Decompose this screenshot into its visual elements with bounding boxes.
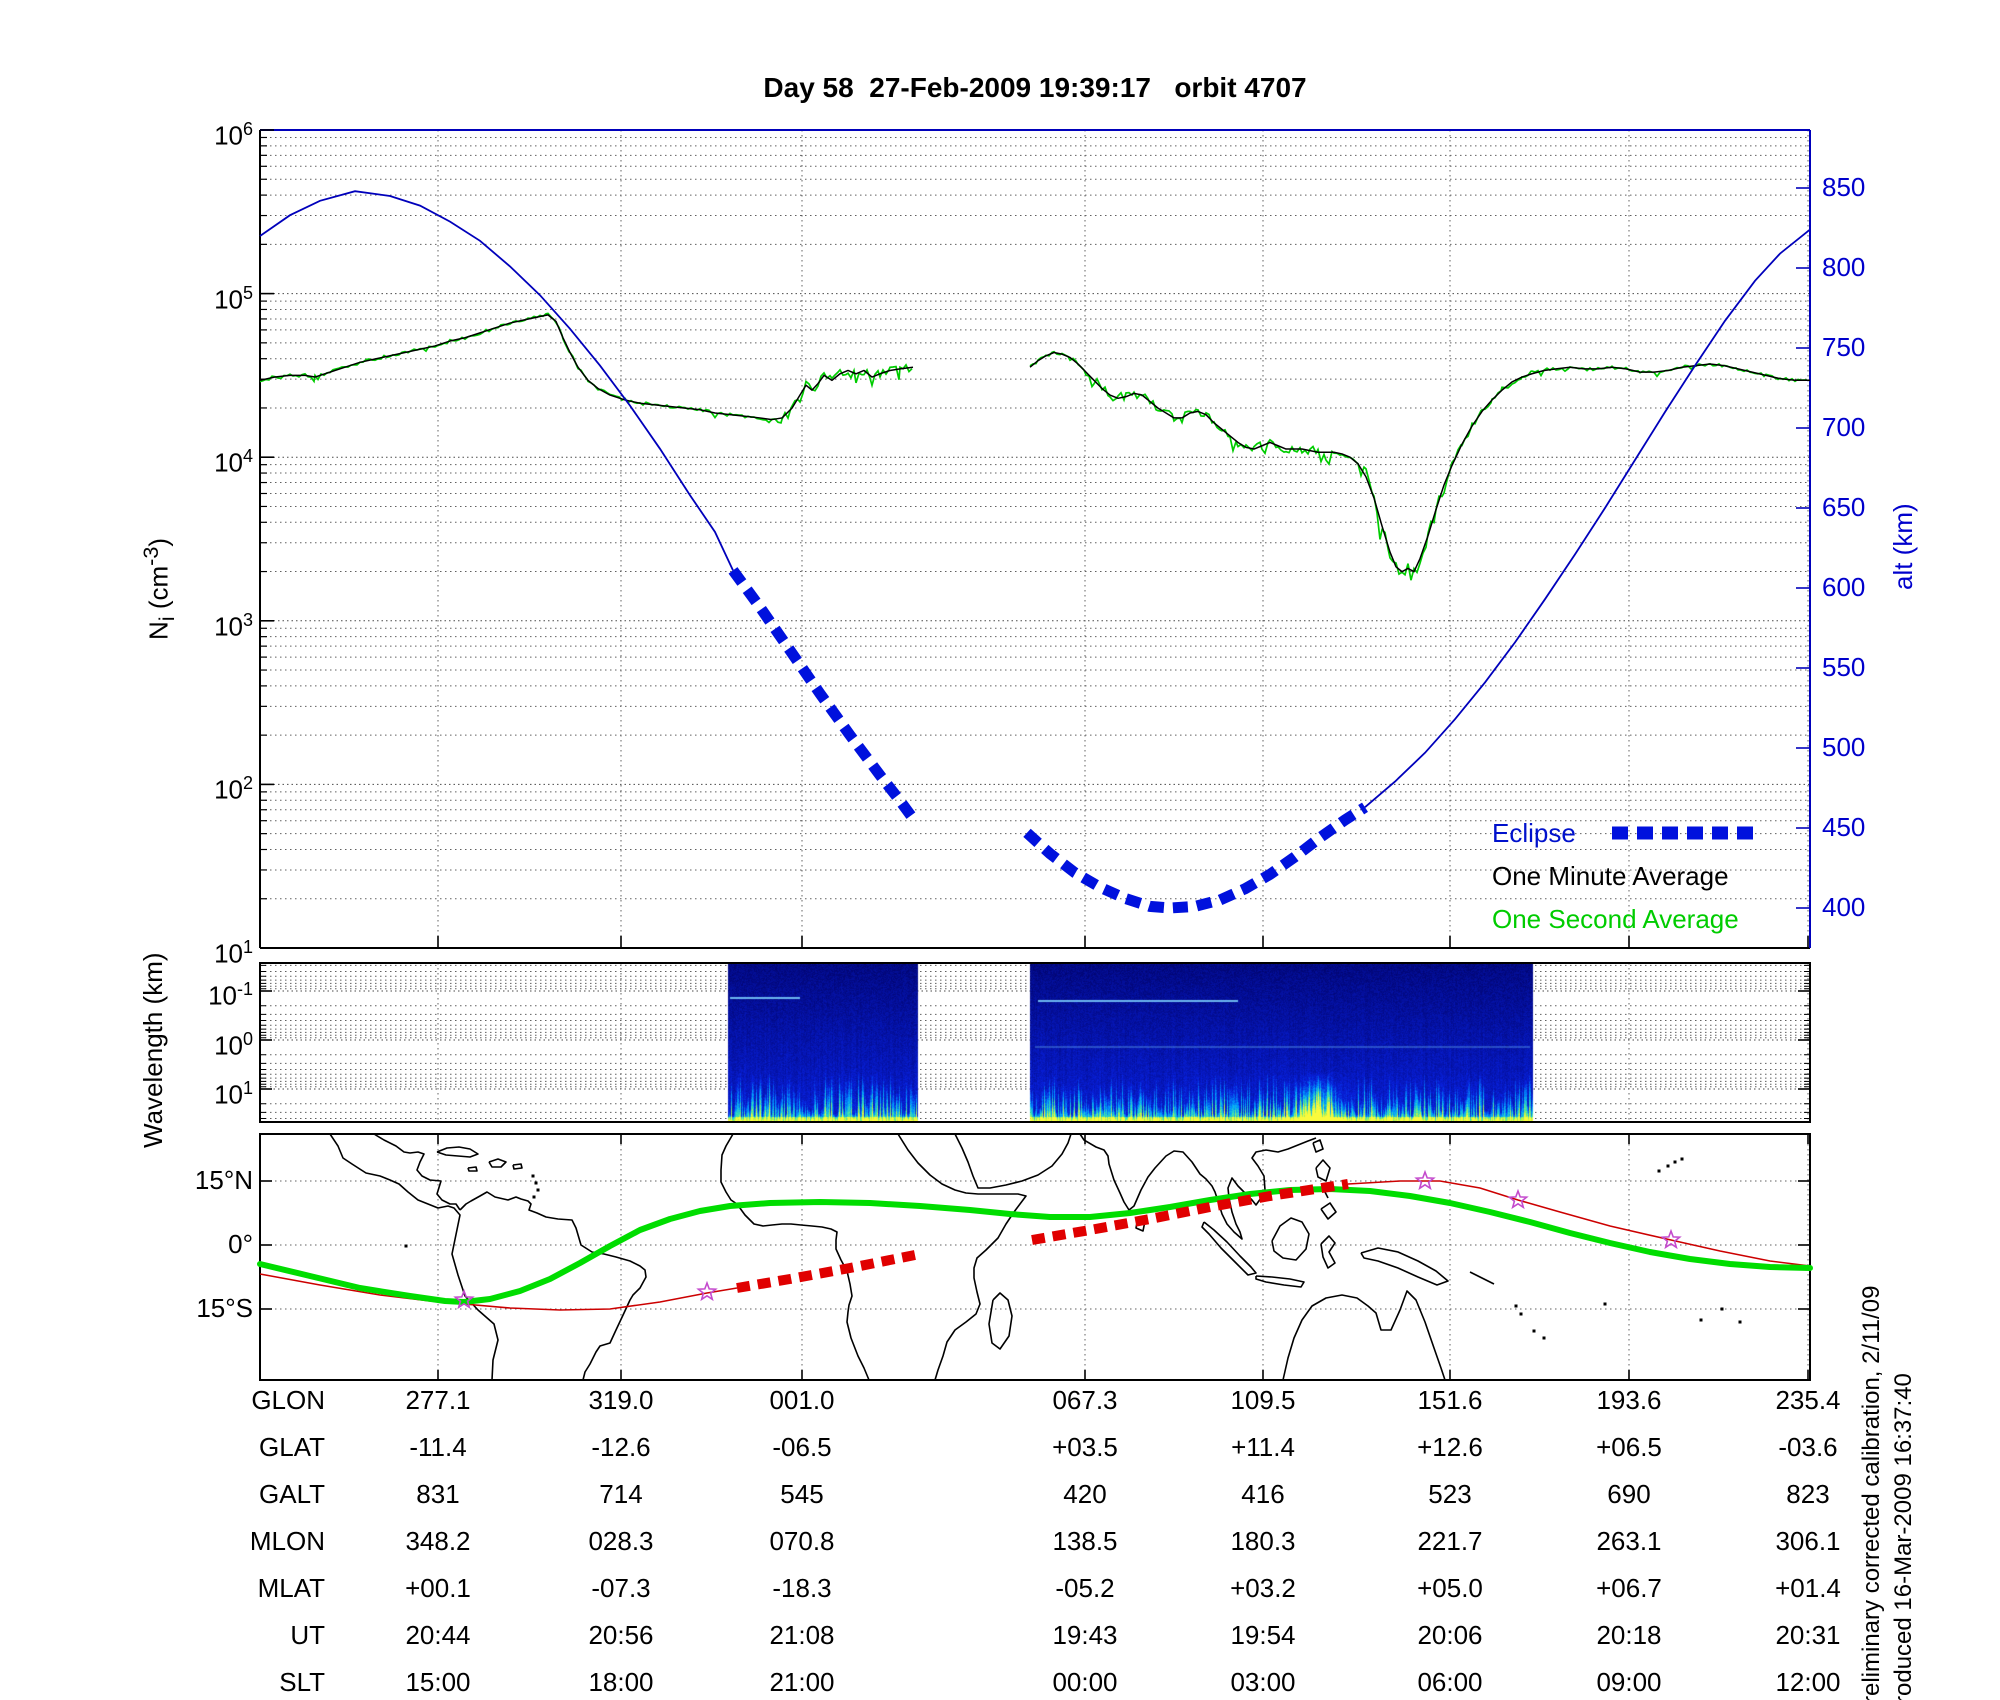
left-axis-tick-label: 104 <box>214 446 253 478</box>
table-cell-glat-5: +12.6 <box>1417 1432 1483 1462</box>
table-cell-mlat-5: +05.0 <box>1417 1573 1483 1603</box>
table-cell-mlat-3: -05.2 <box>1055 1573 1115 1603</box>
table-cell-glon-5: 151.6 <box>1417 1385 1483 1415</box>
table-cell-slt-3: 00:00 <box>1052 1667 1118 1697</box>
table-cell-glat-2: -06.5 <box>772 1432 832 1462</box>
table-cell-ut-5: 20:06 <box>1417 1620 1483 1650</box>
table-row-label-mlat: MLAT <box>257 1573 325 1603</box>
table-cell-mlat-7: +01.4 <box>1775 1573 1841 1603</box>
table-cell-glat-4: +11.4 <box>1231 1432 1295 1462</box>
table-cell-glon-4: 109.5 <box>1230 1385 1296 1415</box>
table-cell-mlat-2: -18.3 <box>772 1573 832 1603</box>
table-cell-mlon-6: 263.1 <box>1596 1526 1662 1556</box>
table-cell-glon-0: 277.1 <box>405 1385 471 1415</box>
table-cell-mlon-1: 028.3 <box>588 1526 654 1556</box>
left-axis-tick-label: 105 <box>214 282 253 315</box>
table-cell-glat-6: +06.5 <box>1596 1432 1662 1462</box>
table-cell-glat-0: -11.4 <box>409 1432 467 1462</box>
world-map <box>329 1133 1742 1381</box>
map-latitude-tick-label: 15°S <box>196 1293 253 1323</box>
eclipse-entry-star-marker <box>696 1280 718 1302</box>
table-cell-mlat-0: +00.1 <box>405 1573 471 1603</box>
eclipse-entry-star-marker <box>1507 1188 1529 1210</box>
table-cell-mlon-2: 070.8 <box>769 1526 835 1556</box>
y-axis-label-altitude: alt (km) <box>1888 503 1918 590</box>
table-cell-ut-3: 19:43 <box>1052 1620 1118 1650</box>
left-axis-tick-label: 103 <box>214 609 253 642</box>
right-axis-tick-label: 800 <box>1822 252 1866 282</box>
right-axis-tick-label: 600 <box>1822 572 1866 602</box>
table-row-label-galt: GALT <box>259 1479 325 1509</box>
table-cell-slt-5: 06:00 <box>1417 1667 1483 1697</box>
left-axis-tick-label: 102 <box>214 773 253 806</box>
table-cell-slt-2: 21:00 <box>769 1667 835 1697</box>
table-row-label-slt: SLT <box>279 1667 325 1697</box>
table-cell-mlon-7: 306.1 <box>1775 1526 1841 1556</box>
table-cell-ut-0: 20:44 <box>405 1620 471 1650</box>
table-cell-galt-5: 523 <box>1428 1479 1472 1509</box>
table-cell-glon-2: 001.0 <box>769 1385 835 1415</box>
left-axis-tick-label: 101 <box>214 937 253 969</box>
map-latitude-tick-label: 0° <box>228 1229 253 1259</box>
table-cell-glat-3: +03.5 <box>1052 1432 1118 1462</box>
table-cell-slt-1: 18:00 <box>588 1667 654 1697</box>
table-cell-galt-6: 690 <box>1607 1479 1651 1509</box>
table-cell-glon-1: 319.0 <box>588 1385 654 1415</box>
table-cell-mlon-3: 138.5 <box>1052 1526 1118 1556</box>
table-cell-ut-1: 20:56 <box>588 1620 654 1650</box>
spectrogram-canvas <box>261 964 1809 1121</box>
table-cell-slt-0: 15:00 <box>405 1667 471 1697</box>
table-cell-mlon-0: 348.2 <box>405 1526 471 1556</box>
legend-one-minute-label: One Minute Average <box>1492 861 1729 891</box>
eclipse-entry-star-marker <box>1660 1228 1682 1250</box>
wavelength-axis-tick-label: 10-1 <box>208 979 253 1011</box>
right-axis-tick-label: 650 <box>1822 492 1866 522</box>
left-axis-tick-label: 106 <box>214 119 253 151</box>
right-axis-tick-label: 500 <box>1822 732 1866 762</box>
table-cell-galt-1: 714 <box>599 1479 643 1509</box>
legend-one-second-label: One Second Average <box>1492 904 1739 934</box>
legend-eclipse-label: Eclipse <box>1492 818 1576 848</box>
table-cell-galt-0: 831 <box>416 1479 460 1509</box>
table-cell-ut-6: 20:18 <box>1596 1620 1662 1650</box>
table-cell-galt-4: 416 <box>1241 1479 1285 1509</box>
table-cell-glon-7: 235.4 <box>1775 1385 1841 1415</box>
table-cell-mlat-1: -07.3 <box>591 1573 651 1603</box>
plot-title: Day 58 27-Feb-2009 19:39:17 orbit 4707 <box>763 72 1307 103</box>
table-cell-glon-6: 193.6 <box>1596 1385 1662 1415</box>
table-cell-ut-7: 20:31 <box>1775 1620 1841 1650</box>
wavelength-axis-tick-label: 101 <box>214 1078 253 1110</box>
right-axis-tick-label: 750 <box>1822 332 1866 362</box>
map-latitude-tick-label: 15°N <box>194 1165 253 1195</box>
table-row-label-mlon: MLON <box>249 1526 325 1556</box>
table-cell-glat-7: -03.6 <box>1778 1432 1838 1462</box>
table-cell-glon-3: 067.3 <box>1052 1385 1118 1415</box>
right-axis-tick-label: 450 <box>1822 812 1866 842</box>
right-axis-tick-label: 850 <box>1822 172 1866 202</box>
table-cell-ut-4: 19:54 <box>1230 1620 1296 1650</box>
table-cell-ut-2: 21:08 <box>769 1620 835 1650</box>
table-cell-glat-1: -12.6 <box>591 1432 651 1462</box>
table-cell-slt-7: 12:00 <box>1775 1667 1841 1697</box>
table-cell-slt-4: 03:00 <box>1230 1667 1296 1697</box>
side-note-produced: Produced 16-Mar-2009 16:37:40 <box>1890 1373 1917 1700</box>
eclipse-entry-star-marker <box>453 1288 475 1310</box>
table-cell-galt-3: 420 <box>1063 1479 1107 1509</box>
table-cell-mlat-6: +06.7 <box>1596 1573 1662 1603</box>
table-row-label-ut: UT <box>290 1620 325 1650</box>
table-row-label-glon: GLON <box>251 1385 325 1415</box>
right-axis-tick-label: 700 <box>1822 412 1866 442</box>
table-cell-slt-6: 09:00 <box>1596 1667 1662 1697</box>
table-cell-mlon-5: 221.7 <box>1417 1526 1483 1556</box>
wavelength-axis-tick-label: 100 <box>214 1029 253 1061</box>
table-row-label-glat: GLAT <box>259 1432 325 1462</box>
right-axis-tick-label: 400 <box>1822 892 1866 922</box>
right-axis-tick-label: 550 <box>1822 652 1866 682</box>
eclipse-entry-star-marker <box>1414 1169 1436 1191</box>
table-cell-galt-7: 823 <box>1786 1479 1830 1509</box>
table-cell-mlon-4: 180.3 <box>1230 1526 1296 1556</box>
table-cell-galt-2: 545 <box>780 1479 824 1509</box>
table-cell-mlat-4: +03.2 <box>1230 1573 1296 1603</box>
